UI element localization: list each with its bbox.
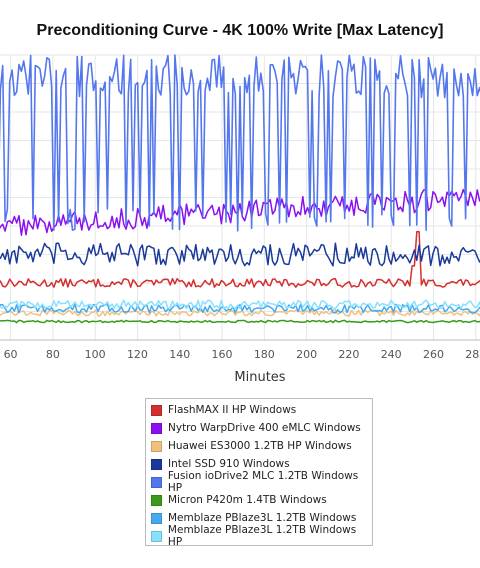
x-tick-label: 280: [465, 348, 480, 361]
legend-item[interactable]: Micron P420m 1.4TB Windows: [146, 491, 372, 509]
x-tick-label: 200: [296, 348, 317, 361]
x-tick-label: 60: [4, 348, 18, 361]
legend-swatch: [151, 404, 162, 416]
x-tick-label: 80: [46, 348, 60, 361]
x-tick-label: 140: [169, 348, 190, 361]
legend-swatch: [151, 440, 162, 452]
legend-label: Intel SSD 910 Windows: [168, 458, 290, 470]
legend-swatch: [151, 494, 162, 506]
x-tick-label: 260: [423, 348, 444, 361]
x-tick-label: 180: [254, 348, 275, 361]
legend-item[interactable]: FlashMAX II HP Windows: [146, 401, 372, 419]
chart-title: Preconditioning Curve - 4K 100% Write [M…: [36, 22, 444, 39]
legend-label: Micron P420m 1.4TB Windows: [168, 494, 327, 506]
legend-swatch: [151, 530, 162, 542]
series-line-5: [0, 319, 480, 324]
x-axis-label: Minutes: [234, 370, 286, 385]
legend-item[interactable]: Memblaze PBlaze3L 1.2TB Windows: [146, 509, 372, 527]
legend-item[interactable]: Huawei ES3000 1.2TB HP Windows: [146, 437, 372, 455]
plot-area: 60 80 100 120 140 160 180 200 220 240 260 280: [0, 54, 480, 361]
legend: FlashMAX II HP Windows Nytro WarpDrive 40…: [145, 398, 373, 548]
series-line-7: [0, 299, 480, 310]
series-line-2: [0, 309, 480, 317]
legend-label: Huawei ES3000 1.2TB HP Windows: [168, 440, 352, 452]
x-tick-label: 220: [338, 348, 359, 361]
legend-label: FlashMAX II HP Windows: [168, 404, 297, 416]
legend-label: Nytro WarpDrive 400 eMLC Windows: [168, 422, 361, 434]
legend-swatch: [151, 476, 162, 488]
series-line-3: [0, 242, 480, 267]
x-tick-label: 240: [381, 348, 402, 361]
legend-label: Memblaze PBlaze3L 1.2TB Windows HP: [167, 524, 357, 548]
legend-swatch: [151, 512, 162, 524]
x-tick-label: 160: [212, 348, 233, 361]
x-tick-label: 120: [127, 348, 148, 361]
legend-item[interactable]: Intel SSD 910 Windows: [146, 455, 372, 473]
series-line-6: [0, 303, 480, 314]
legend-swatch: [151, 422, 162, 434]
series-line-4: [0, 54, 480, 232]
legend-swatch: [151, 458, 162, 470]
legend-label: Memblaze PBlaze3L 1.2TB Windows: [168, 512, 357, 524]
legend-item[interactable]: Fusion ioDrive2 MLC 1.2TB Windows HP: [146, 470, 372, 494]
legend-label: Fusion ioDrive2 MLC 1.2TB Windows HP: [167, 470, 359, 494]
legend-item[interactable]: Memblaze PBlaze3L 1.2TB Windows HP: [146, 524, 372, 548]
series-line-0: [0, 230, 480, 288]
series-line-1: [0, 188, 480, 236]
legend-item[interactable]: Nytro WarpDrive 400 eMLC Windows: [146, 419, 372, 437]
x-tick-label: 100: [85, 348, 106, 361]
